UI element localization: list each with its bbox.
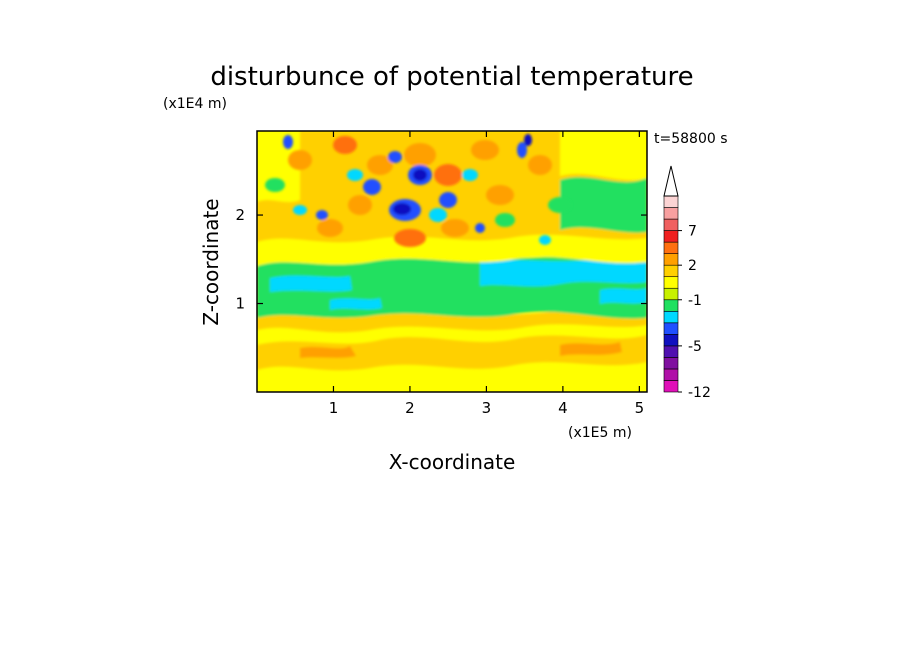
colorbar-swatch (663, 195, 679, 208)
y-tick-label: 1 (235, 295, 245, 313)
blob-warm-9 (288, 150, 312, 170)
band-upper-yellow-right (560, 131, 647, 181)
colorbar-swatch (663, 287, 679, 301)
band-lower-darkorange (300, 346, 356, 358)
blob-warm-2 (434, 164, 462, 186)
blob-green-1 (495, 213, 515, 227)
blob-warm-7 (317, 219, 343, 237)
axes: 1 2 3 4 5 1 2 (235, 131, 647, 417)
blob-green-2 (265, 178, 285, 192)
blob-cool-11 (475, 223, 485, 233)
x-tick-label: 1 (329, 399, 339, 417)
colorbar-swatch (663, 334, 679, 347)
blob-warm-11 (471, 140, 499, 160)
colorbar-swatch (663, 207, 679, 220)
y-axis-label: Z-coordinate (199, 198, 223, 325)
blob-warm-5 (394, 229, 426, 247)
band-upper-green-right (560, 177, 647, 233)
blob-warm-1 (404, 143, 436, 167)
band-mid-cyan-left (270, 275, 352, 292)
colorbar-swatch (663, 241, 679, 254)
blob-warm-6 (441, 219, 469, 237)
colorbar-tick-label: -1 (688, 293, 702, 309)
blob-warm-8 (486, 185, 514, 205)
chart-title: disturbunce of potential temperature (210, 62, 693, 92)
band-lower-darkorange-2 (560, 342, 622, 356)
blob-cool-10 (316, 210, 328, 220)
colorbar-extend-arrow (663, 165, 679, 197)
blob-cool-8 (524, 134, 532, 146)
blob-warm-12 (528, 155, 552, 175)
x-tick-label: 4 (558, 399, 568, 417)
x-tick-label: 2 (405, 399, 415, 417)
wave-blobs (265, 134, 572, 247)
y-unit-label: (x1E4 m) (163, 96, 227, 112)
band-mid-cyan-right (480, 257, 647, 287)
time-label: t=58800 s (654, 131, 728, 147)
colorbar-swatch (663, 368, 679, 381)
blob-cool-6 (429, 208, 447, 222)
blob-cool-5 (388, 151, 402, 163)
x-tick-label: 3 (482, 399, 492, 417)
blob-warm-4 (348, 195, 372, 215)
contour-field (257, 131, 647, 392)
blob-cool-2-core (393, 203, 411, 215)
blob-cool-9 (283, 135, 293, 149)
colorbar-tick-label: -5 (688, 339, 702, 355)
colorbar-swatch (663, 310, 679, 324)
x-axis-label: X-coordinate (389, 450, 516, 474)
blob-cyan-1 (462, 169, 478, 181)
colorbar-swatch (663, 380, 679, 393)
blob-cool-7 (517, 142, 527, 158)
y-tick-label: 2 (235, 206, 245, 224)
colorbar-swatch (663, 357, 679, 370)
colorbar-swatch (663, 299, 679, 312)
band-mid-cyan-small (330, 298, 382, 310)
x-unit-label: (x1E5 m) (568, 425, 632, 441)
blob-warm-10 (333, 136, 357, 154)
colorbar-tick-label: 7 (688, 224, 697, 240)
blob-cool-4 (439, 192, 457, 208)
colorbar-tick-label: -12 (688, 385, 711, 401)
band-mid-cyan-right2 (600, 288, 647, 304)
colorbar-swatch (663, 218, 679, 231)
blob-cool-3 (363, 179, 381, 195)
blob-warm-3 (367, 155, 393, 175)
band-upper-orange (257, 131, 647, 243)
colorbar-swatch (663, 345, 679, 358)
blob-green-3 (548, 197, 572, 213)
blob-cyan-3 (539, 235, 551, 245)
colorbar-swatch (663, 276, 679, 289)
blob-cyan-2 (347, 169, 363, 181)
blob-cool-1-core (413, 169, 427, 181)
colorbar-swatch (663, 322, 679, 335)
plot-frame (256, 130, 648, 393)
colorbar: -12-5-127 (663, 165, 711, 401)
colorbar-swatch (663, 253, 679, 266)
x-tick-label: 5 (635, 399, 645, 417)
band-lower-orange (257, 335, 647, 371)
blob-cyan-4 (293, 205, 307, 215)
colorbar-swatch (663, 230, 679, 243)
colorbar-tick-label: 2 (688, 258, 697, 274)
colorbar-swatch (663, 264, 679, 278)
